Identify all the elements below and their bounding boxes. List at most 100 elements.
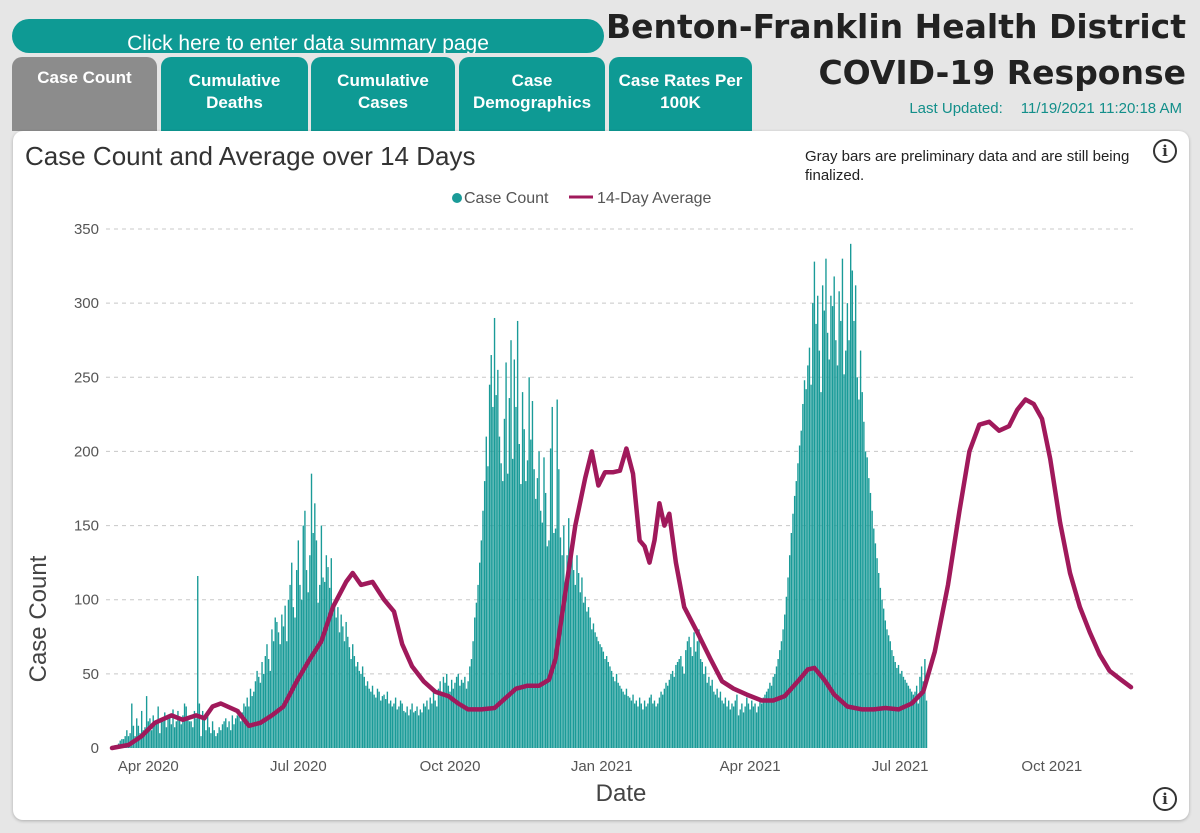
case-count-bar [526, 460, 529, 748]
case-count-bar [295, 570, 298, 748]
case-count-bar [472, 641, 474, 748]
case-count-bar [622, 691, 624, 748]
case-count-bar [483, 481, 486, 748]
case-count-bar [574, 584, 577, 748]
last-updated-value: 11/19/2021 11:20:18 AM [1020, 100, 1182, 117]
case-count-bar [673, 676, 675, 748]
case-count-bar [662, 694, 664, 748]
case-count-bar [169, 715, 171, 748]
case-count-bar [737, 715, 740, 748]
case-count-bar [762, 697, 764, 748]
case-count-bar [164, 712, 166, 748]
case-count-bar [444, 682, 446, 748]
case-count-bar [432, 691, 435, 748]
case-count-bar [564, 592, 567, 748]
summary-page-button[interactable]: Click here to enter data summary page [12, 19, 604, 53]
tab-case-rates[interactable]: Case Rates Per 100K [609, 57, 752, 131]
case-count-bar [556, 399, 558, 748]
case-count-bar [454, 682, 456, 748]
case-count-bar [602, 651, 605, 748]
x-tick-label: Oct 2021 [1021, 758, 1082, 775]
case-count-bar [352, 644, 354, 748]
case-count-bar [279, 644, 281, 748]
case-count-bar [795, 481, 797, 748]
case-count-bar [680, 656, 682, 748]
case-count-bar [536, 478, 539, 748]
case-count-bar [411, 703, 413, 748]
case-count-bar [784, 614, 786, 748]
tab-case-count[interactable]: Case Count [12, 57, 157, 131]
info-icon[interactable]: i [1153, 139, 1177, 163]
x-tick-label: Apr 2021 [720, 758, 781, 775]
case-count-bar [312, 532, 314, 748]
case-count-bar [917, 703, 919, 748]
case-count-bar [480, 540, 483, 748]
case-count-bar [805, 389, 807, 748]
case-count-bar [487, 466, 489, 748]
case-count-bar [460, 679, 463, 748]
case-count-bar [922, 681, 924, 748]
case-count-bar [470, 659, 473, 748]
case-count-bar [477, 584, 479, 748]
case-count-bar [264, 656, 267, 748]
info-icon[interactable]: i [1153, 787, 1177, 811]
case-count-bar [261, 661, 263, 748]
case-count-bar [648, 697, 651, 748]
case-count-bar [756, 712, 758, 748]
case-count-bar [259, 682, 262, 748]
case-count-bar [670, 673, 672, 748]
case-count-bar [449, 691, 451, 748]
case-count-bar [327, 567, 329, 748]
case-count-bar [775, 666, 778, 748]
case-count-bar [154, 724, 156, 748]
chart-card: Case Count and Average over 14 Days Gray… [13, 131, 1189, 820]
case-count-bar [516, 320, 519, 748]
case-count-bar [498, 436, 501, 748]
case-count-bar [782, 629, 784, 748]
case-count-bar [713, 691, 715, 748]
case-count-bar [147, 721, 149, 748]
case-count-bar [418, 715, 420, 748]
x-axis-ticks: Apr 2020 Jul 2020 Oct 2020 Jan 2021 Apr 2021… [118, 758, 1082, 775]
case-count-bar [192, 727, 194, 748]
x-tick-label: Oct 2020 [420, 758, 481, 775]
case-count-bar [561, 555, 563, 748]
case-count-bar [924, 659, 926, 748]
case-count-bar [803, 380, 806, 748]
case-count-bar [172, 709, 174, 748]
case-count-bar [625, 688, 628, 748]
case-count-bar [798, 445, 801, 748]
case-count-bar [383, 694, 385, 748]
case-count-bar [538, 451, 540, 748]
case-count-bar [233, 724, 235, 748]
case-count-bar [239, 721, 242, 748]
y-axis-label: Case Count [25, 555, 52, 682]
case-count-bar [818, 350, 821, 748]
case-count-bar [150, 730, 153, 748]
tab-case-demographics[interactable]: Case Demographics [459, 57, 605, 131]
case-count-bar [615, 673, 618, 748]
case-count-bar [307, 592, 309, 748]
case-count-bar [183, 703, 186, 748]
case-count-bar [902, 676, 905, 748]
case-count-bar [139, 733, 141, 748]
y-tick-label: 50 [82, 666, 99, 683]
case-count-bar [272, 641, 275, 748]
case-count-bar [200, 736, 202, 748]
case-count-bar [876, 558, 878, 748]
case-count-bar [244, 706, 247, 748]
case-count-bar [788, 555, 791, 748]
case-count-bar [882, 608, 885, 748]
case-count-bar [243, 703, 245, 748]
case-count-bar [173, 727, 176, 748]
case-count-bar [131, 703, 133, 748]
tab-cumulative-deaths[interactable]: Cumulative Deaths [161, 57, 308, 131]
case-count-bar [836, 365, 839, 748]
case-count-bar [828, 359, 830, 748]
case-count-bar [752, 706, 755, 748]
case-count-bar [826, 332, 829, 748]
tab-cumulative-cases[interactable]: Cumulative Cases [311, 57, 455, 131]
case-count-bar [544, 492, 547, 748]
case-count-bar [853, 320, 855, 748]
case-count-bar [558, 469, 560, 748]
